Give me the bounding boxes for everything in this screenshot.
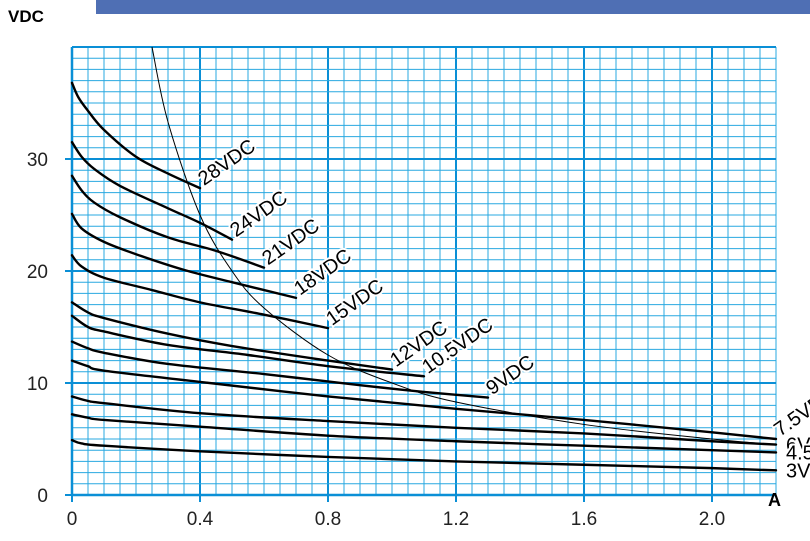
x-tick-label: 1.6 xyxy=(571,509,597,530)
grid xyxy=(71,46,777,496)
series-line-4-5vdc xyxy=(70,413,778,454)
series-line-12vdc xyxy=(70,301,394,371)
y-tick-label: 30 xyxy=(27,150,48,171)
series-line-7-5vdc xyxy=(70,359,778,441)
series-label: 18VDC xyxy=(290,245,355,300)
series-label: 6VDC xyxy=(786,435,810,457)
boundary-curve xyxy=(151,46,777,446)
y-tick-label: 0 xyxy=(37,486,48,507)
series-label: 4.5VDC xyxy=(786,442,810,464)
series-label: 21VDC xyxy=(258,215,323,270)
series-label: 15VDC xyxy=(322,275,387,330)
series-label: 3VDC xyxy=(786,460,810,482)
series-label: 24VDC xyxy=(226,187,291,242)
axes xyxy=(65,47,776,502)
y-tick-label: 20 xyxy=(27,262,48,283)
series-line-3vdc xyxy=(70,438,778,472)
series-line-24vdc xyxy=(70,141,234,241)
series-line-9vdc xyxy=(70,340,490,399)
series-line-6vdc xyxy=(70,395,778,446)
series-label: 28VDC xyxy=(194,135,259,190)
series-line-15vdc xyxy=(70,254,330,330)
x-tick-label: 0 xyxy=(67,509,78,530)
y-axis-label: VDC xyxy=(8,7,44,26)
x-tick-label: 1.2 xyxy=(443,509,469,530)
curves xyxy=(70,46,778,472)
series-label: 9VDC xyxy=(482,351,538,400)
series-line-28vdc xyxy=(70,81,202,190)
header-band xyxy=(96,0,810,14)
x-tick-label: 0.8 xyxy=(315,509,341,530)
tick-labels: 0 0.4 0.8 1.2 1.6 2.0 0 10 20 30 xyxy=(27,150,725,530)
x-axis-label: A xyxy=(768,490,781,510)
x-tick-label: 0.4 xyxy=(187,509,214,530)
y-tick-label: 10 xyxy=(27,374,48,395)
x-tick-label: 2.0 xyxy=(699,509,725,530)
series-line-10-5vdc xyxy=(70,314,426,378)
series-line-21vdc xyxy=(70,174,266,269)
series-line-18vdc xyxy=(70,212,298,300)
